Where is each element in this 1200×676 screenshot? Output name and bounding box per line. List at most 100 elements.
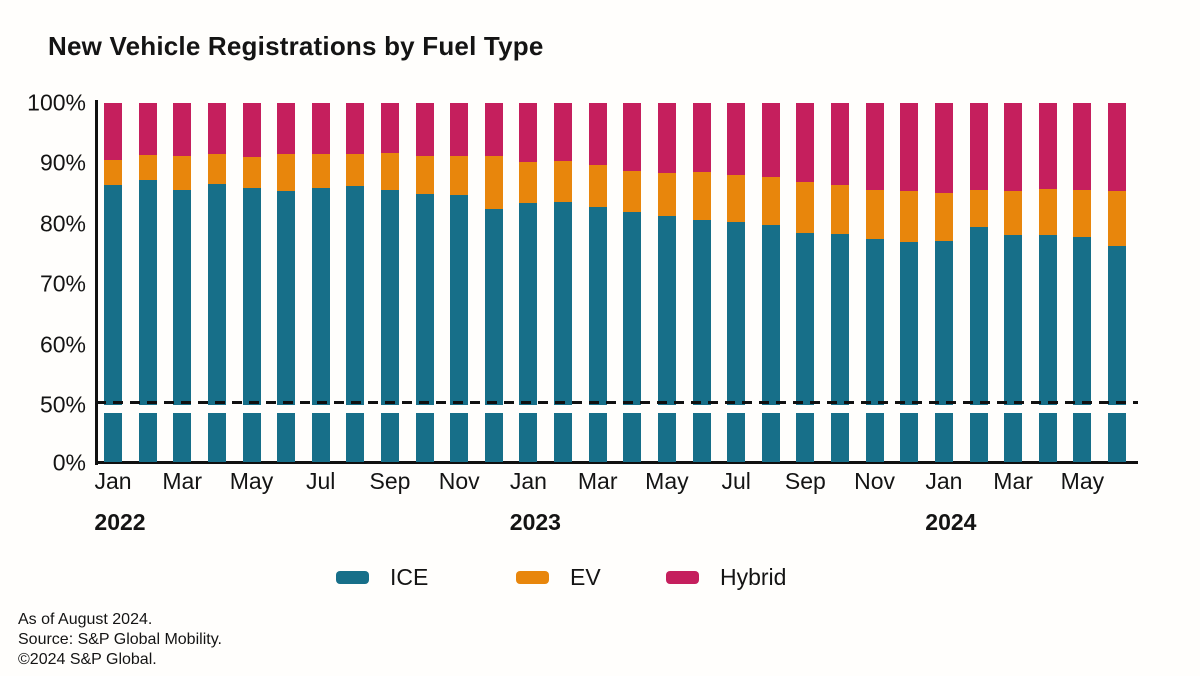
- footer-copyright: ©2024 S&P Global.: [18, 651, 157, 668]
- bar-stub-below-break: [900, 413, 919, 462]
- legend-item-hybrid: Hybrid: [666, 564, 786, 591]
- bar-oct-2023: [831, 103, 849, 405]
- segment-ice: [761, 225, 780, 405]
- segment-ev: [623, 170, 642, 212]
- month-label: Jul: [305, 468, 336, 494]
- segment-ev: [242, 156, 261, 188]
- month-label: Nov: [854, 468, 896, 494]
- y-tick-label: 70%: [39, 270, 86, 297]
- bar-jul-2023: [727, 103, 746, 405]
- segment-ev: [831, 185, 849, 235]
- bar-feb-2023: [554, 103, 573, 405]
- bar-stub-below-break: [1108, 413, 1126, 462]
- bar-stub-below-break: [1038, 413, 1057, 462]
- segment-ev: [1038, 188, 1057, 235]
- bar-mar-2024: [1004, 103, 1023, 405]
- segment-hybrid: [346, 103, 365, 154]
- segment-ice: [900, 241, 919, 405]
- segment-hybrid: [727, 103, 746, 175]
- segment-ice: [969, 226, 988, 405]
- bar-stub-below-break: [692, 413, 711, 462]
- bar-oct-2022: [415, 103, 434, 405]
- segment-ev: [277, 154, 296, 191]
- y-tick-label: 100%: [27, 89, 86, 116]
- segment-ev: [657, 173, 676, 216]
- reference-line-50pct: [96, 401, 1138, 404]
- bar-stub-below-break: [588, 413, 607, 462]
- segment-ice: [692, 219, 711, 405]
- segment-hybrid: [554, 103, 573, 161]
- segment-ev: [761, 177, 780, 225]
- segment-ice: [415, 193, 434, 405]
- bar-nov-2022: [450, 103, 469, 405]
- segment-ice: [554, 202, 573, 405]
- bar-aug-2023: [761, 103, 780, 405]
- bar-stub-below-break: [138, 413, 157, 462]
- year-label: 2024: [925, 509, 977, 535]
- bar-stub-below-break: [277, 413, 296, 462]
- month-label: Mar: [162, 468, 202, 494]
- legend-label: ICE: [390, 564, 429, 590]
- segment-ice: [1108, 246, 1126, 405]
- segment-ice: [104, 184, 122, 405]
- bar-stub-below-break: [554, 413, 573, 462]
- segment-ice: [1073, 237, 1092, 405]
- bar-stub-below-break: [484, 413, 503, 462]
- legend-item-ev: EV: [516, 564, 601, 591]
- segment-ev: [484, 156, 503, 209]
- bar-aug-2022: [346, 103, 365, 405]
- segment-ice: [588, 207, 607, 405]
- bar-apr-2022: [207, 103, 226, 405]
- chart-title: New Vehicle Registrations by Fuel Type: [48, 31, 544, 61]
- segment-ev: [900, 191, 919, 242]
- bar-jan-2023: [519, 103, 538, 405]
- bar-stub-below-break: [173, 413, 192, 462]
- bar-stub-below-break: [865, 413, 884, 462]
- segment-ice: [796, 232, 815, 405]
- month-label: Sep: [784, 468, 826, 494]
- bar-jun-2022: [277, 103, 296, 405]
- segment-hybrid: [588, 103, 607, 166]
- bar-stub-below-break: [831, 413, 849, 462]
- bar-may-2022: [242, 103, 261, 405]
- segment-ev: [415, 155, 434, 194]
- segment-ice: [138, 180, 157, 405]
- bar-stub-below-break: [727, 413, 746, 462]
- segment-ice: [1038, 234, 1057, 405]
- segment-ice: [657, 215, 676, 405]
- bar-stub-below-break: [242, 413, 261, 462]
- segment-ev: [311, 153, 330, 188]
- y-tick-label: 50%: [39, 391, 86, 418]
- bar-jun-2024: [1108, 103, 1126, 405]
- bar-nov-2023: [865, 103, 884, 405]
- segment-ev: [554, 160, 573, 203]
- segment-ice: [173, 189, 192, 405]
- y-tick-label: 80%: [39, 210, 86, 237]
- y-tick-label: 60%: [39, 331, 86, 358]
- bar-jan-2022: [104, 103, 122, 405]
- legend-label: EV: [570, 564, 601, 590]
- segment-ice: [311, 187, 330, 405]
- bar-stub-below-break: [381, 413, 399, 462]
- bar-dec-2022: [484, 103, 503, 405]
- segment-ice: [1004, 234, 1023, 405]
- segment-ev: [346, 153, 365, 187]
- bar-may-2024: [1073, 103, 1092, 405]
- segment-ice: [519, 203, 538, 405]
- segment-hybrid: [450, 103, 469, 157]
- bar-feb-2024: [969, 103, 988, 405]
- segment-hybrid: [831, 103, 849, 186]
- bar-dec-2023: [900, 103, 919, 405]
- bar-stub-below-break: [104, 413, 122, 462]
- segment-ice: [277, 190, 296, 405]
- bar-jun-2023: [692, 103, 711, 405]
- bar-stub-below-break: [761, 413, 780, 462]
- month-label: May: [1060, 468, 1105, 494]
- bar-apr-2023: [623, 103, 642, 405]
- bar-sep-2022: [381, 103, 399, 405]
- bar-stub-below-break: [796, 413, 815, 462]
- segment-ev: [450, 156, 469, 195]
- segment-hybrid: [761, 103, 780, 178]
- bar-stub-below-break: [519, 413, 538, 462]
- segment-ev: [207, 154, 226, 184]
